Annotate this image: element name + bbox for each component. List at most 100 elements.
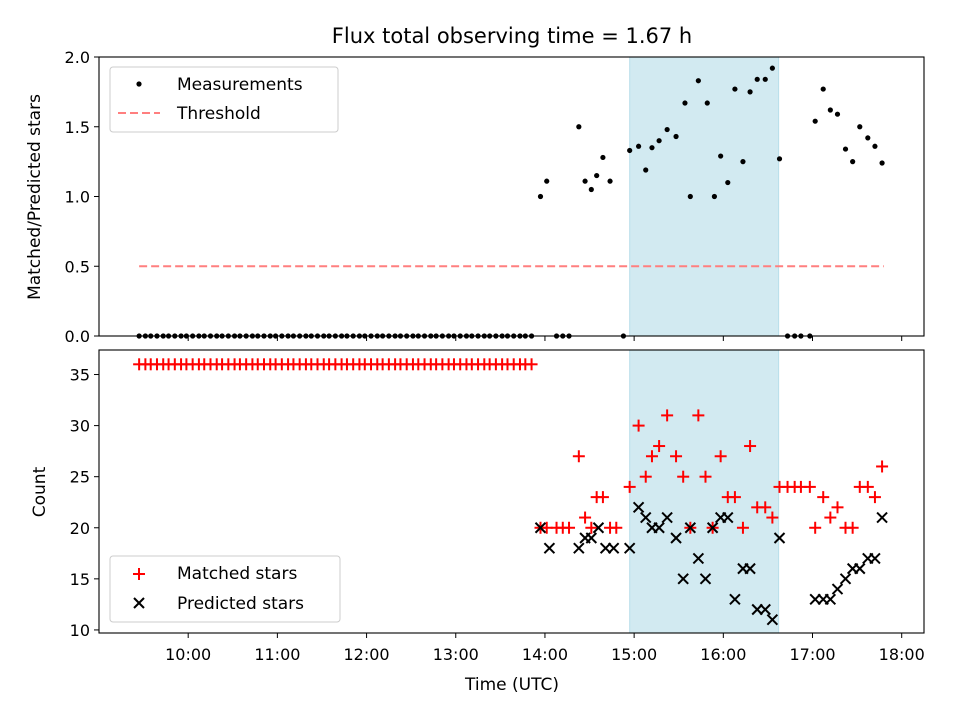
bottom-ytick-label: 30 bbox=[70, 417, 90, 436]
top-ytick-label: 1.0 bbox=[65, 188, 90, 207]
predicted-star-point bbox=[607, 542, 620, 554]
predicted-star-point bbox=[640, 511, 652, 524]
predicted-star-point bbox=[869, 552, 881, 565]
matched-star-point bbox=[714, 450, 727, 463]
matched-star-point bbox=[809, 521, 822, 534]
measurement-point bbox=[872, 143, 878, 149]
matched-star-point bbox=[610, 521, 623, 534]
bottom-ytick-label: 15 bbox=[70, 570, 90, 589]
bottom-xtick-label: 15:00 bbox=[611, 645, 657, 664]
matched-star-point bbox=[645, 450, 658, 463]
measurement-point bbox=[732, 86, 738, 92]
matched-star-point bbox=[759, 501, 772, 514]
matched-star-point bbox=[736, 521, 749, 534]
measurement-point bbox=[740, 159, 746, 165]
matched-star-point bbox=[692, 409, 705, 422]
bottom-xtick-label: 12:00 bbox=[344, 645, 390, 664]
legend-predicted-marker bbox=[133, 597, 145, 609]
matched-star-point bbox=[876, 460, 889, 473]
top-legend: Measurements Threshold bbox=[109, 66, 339, 133]
measurement-point bbox=[827, 107, 833, 113]
matched-star-point bbox=[579, 511, 592, 524]
predicted-star-point bbox=[831, 583, 844, 595]
matched-star-point bbox=[563, 521, 576, 534]
matched-star-point bbox=[585, 521, 598, 534]
measurement-point bbox=[687, 193, 693, 200]
matched-star-point bbox=[728, 491, 741, 504]
legend-measurements-label: Measurements bbox=[177, 75, 303, 95]
predicted-star-point bbox=[534, 522, 547, 534]
bottom-xtick-label: 13:00 bbox=[433, 645, 479, 664]
predicted-star-point bbox=[854, 562, 866, 575]
measurement-point bbox=[673, 133, 679, 140]
matched-star-point bbox=[744, 440, 757, 453]
measurement-point bbox=[704, 100, 710, 106]
matched-star-point bbox=[817, 491, 830, 504]
measurement-point bbox=[682, 100, 688, 106]
bottom-legend: Matched stars Predicted stars bbox=[109, 555, 341, 623]
measurement-point bbox=[664, 126, 670, 133]
matched-star-point bbox=[766, 511, 779, 524]
bottom-shaded-interval bbox=[629, 349, 780, 634]
top-panel: 0.00.51.01.52.0 Matched/Predicted stars … bbox=[25, 48, 925, 346]
measurement-point bbox=[820, 86, 826, 92]
bottom-xtick-label: 16:00 bbox=[700, 645, 746, 664]
predicted-star-point bbox=[744, 562, 756, 575]
measurement-point bbox=[656, 138, 662, 144]
measurement-point bbox=[627, 147, 633, 154]
measurement-point bbox=[588, 186, 594, 193]
legend-predicted-label: Predicted stars bbox=[177, 594, 304, 614]
measurement-point bbox=[711, 193, 718, 200]
measurement-point bbox=[762, 76, 768, 82]
measurement-point bbox=[769, 65, 775, 71]
measurement-point bbox=[582, 178, 588, 184]
predicted-star-point bbox=[592, 522, 605, 534]
matched-star-point bbox=[831, 501, 844, 514]
measurement-point bbox=[747, 89, 753, 95]
measurement-point bbox=[857, 124, 863, 130]
predicted-star-point bbox=[692, 552, 705, 565]
legend-matched-label: Matched stars bbox=[177, 564, 297, 584]
bottom-ytick-label: 25 bbox=[70, 468, 90, 487]
predicted-star-point bbox=[632, 501, 645, 514]
predicted-star-point bbox=[876, 511, 888, 524]
legend-threshold-label: Threshold bbox=[176, 104, 261, 124]
top-ylabel: Matched/Predicted stars bbox=[25, 94, 45, 300]
matched-star-point bbox=[868, 491, 881, 504]
predicted-star-point bbox=[573, 542, 585, 554]
measurement-point bbox=[834, 111, 841, 117]
predicted-star-point bbox=[824, 593, 837, 605]
matched-star-point bbox=[623, 480, 636, 493]
bottom-ytick-label: 35 bbox=[70, 366, 90, 385]
top-ytick-label: 2.0 bbox=[65, 48, 90, 67]
measurement-point bbox=[576, 124, 582, 130]
predicted-star-point bbox=[661, 511, 673, 524]
measurement-point bbox=[754, 76, 760, 82]
matched-star-point bbox=[677, 470, 690, 483]
measurement-point bbox=[718, 153, 724, 159]
measurement-point bbox=[607, 178, 613, 184]
measurement-point bbox=[594, 172, 600, 179]
bottom-xtick-label: 10:00 bbox=[165, 645, 211, 664]
measurement-point bbox=[537, 193, 544, 200]
bottom-xtick-label: 14:00 bbox=[522, 645, 568, 664]
matched-star-point bbox=[846, 521, 859, 534]
predicted-star-point bbox=[759, 603, 771, 616]
measurement-point bbox=[544, 178, 550, 184]
predicted-star-point bbox=[706, 522, 719, 534]
matched-star-point bbox=[525, 358, 538, 371]
legend-matched-marker bbox=[133, 568, 145, 580]
matched-star-point bbox=[661, 409, 674, 422]
predicted-star-point bbox=[677, 573, 689, 585]
predicted-star-point bbox=[623, 542, 636, 554]
bottom-panel: 10 15 20 25 30 35 10:00 11:00 12:00 13:00 14:00 15… bbox=[30, 349, 925, 695]
measurement-point bbox=[850, 159, 856, 165]
measurement-point bbox=[695, 78, 701, 84]
top-shaded-interval bbox=[629, 56, 780, 337]
predicted-star-point bbox=[722, 511, 734, 524]
bottom-xtick-label: 17:00 bbox=[789, 645, 835, 664]
bottom-ytick-label: 10 bbox=[70, 621, 90, 640]
measurement-point bbox=[879, 160, 885, 166]
measurement-point bbox=[812, 118, 818, 124]
bottom-ylabel: Count bbox=[30, 466, 50, 517]
